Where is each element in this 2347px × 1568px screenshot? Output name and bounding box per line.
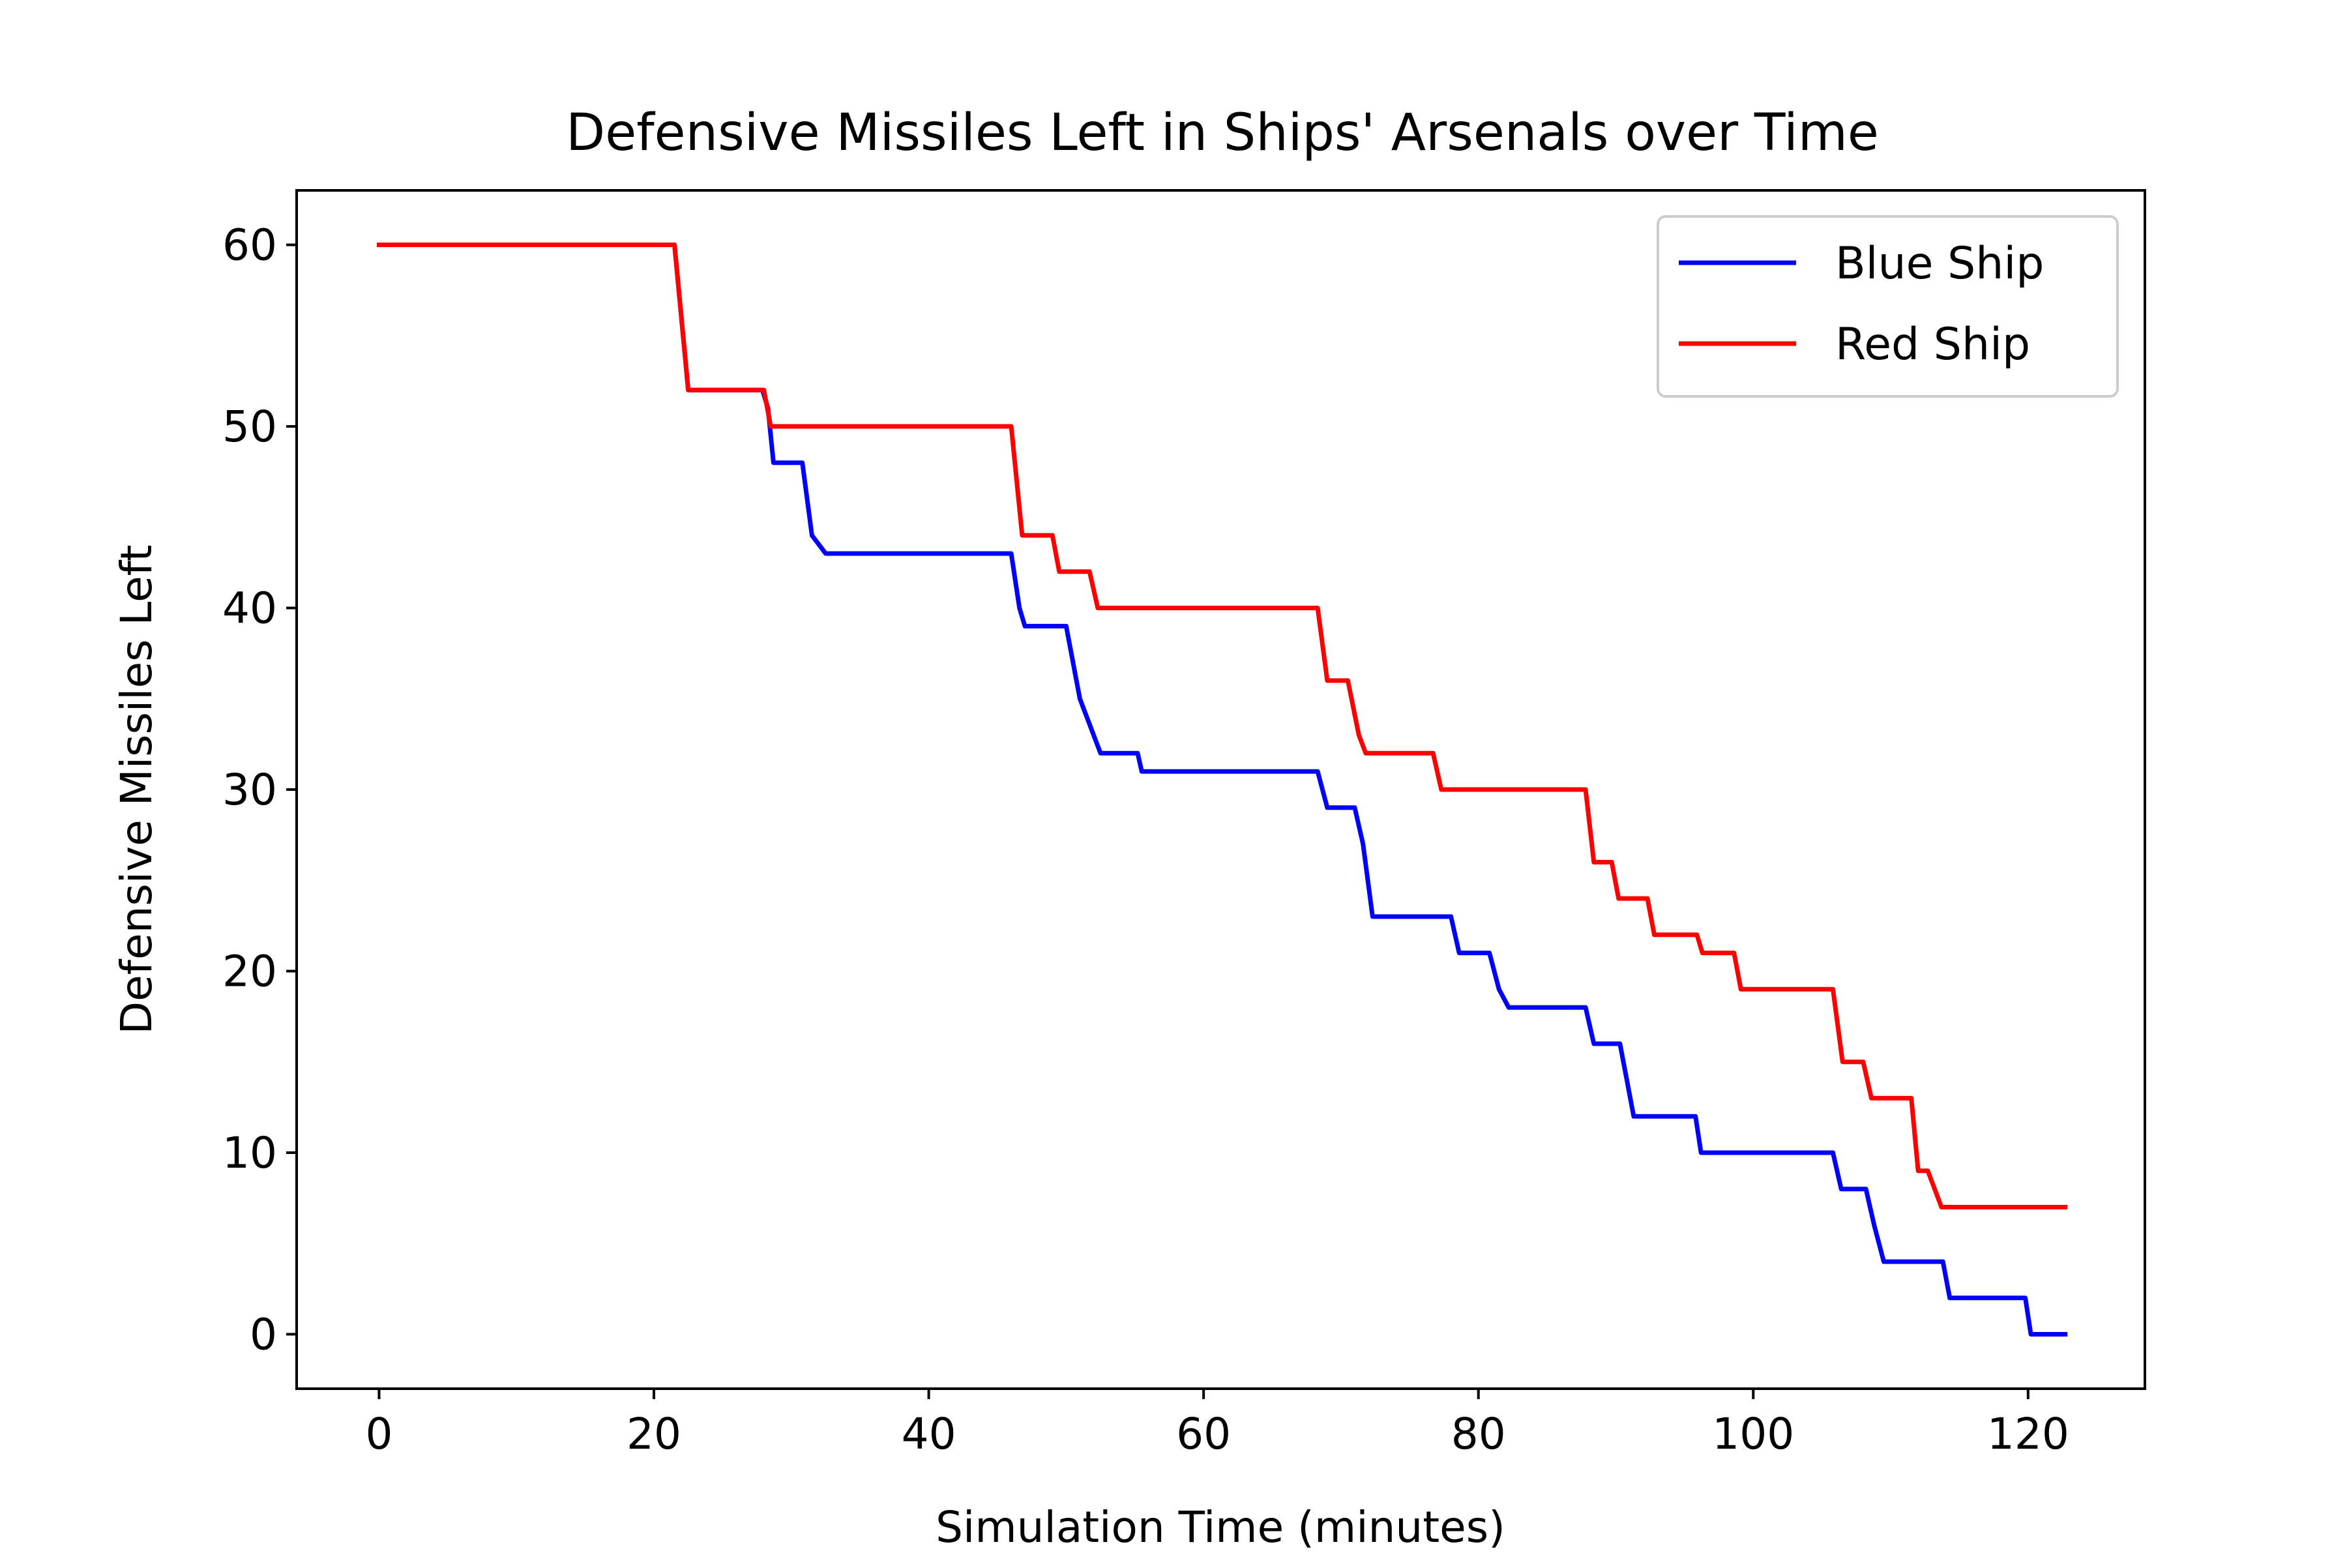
x-tick-label: 40 (902, 1409, 956, 1459)
x-tick-label: 80 (1451, 1409, 1506, 1459)
x-tick-label: 60 (1176, 1409, 1231, 1459)
y-tick-label: 50 (222, 402, 277, 452)
legend-label-red-ship: Red Ship (1835, 319, 2030, 370)
x-tick-label: 0 (365, 1409, 392, 1459)
x-axis: 0 20 40 60 80 100 120 (365, 1389, 2069, 1459)
y-tick-label: 30 (222, 765, 277, 815)
y-tick-label: 0 (250, 1309, 277, 1359)
y-tick-label: 40 (222, 584, 277, 634)
chart-title: Defensive Missiles Left in Ships' Arsena… (566, 104, 1879, 162)
x-axis-label: Simulation Time (minutes) (936, 1502, 1505, 1552)
x-tick-label: 20 (627, 1409, 681, 1459)
x-tick-label: 100 (1712, 1409, 1794, 1459)
y-tick-label: 10 (222, 1128, 277, 1178)
series-line-blue-ship (377, 243, 2068, 1337)
y-axis-label: Defensive Missiles Left (111, 544, 162, 1034)
y-tick-label: 60 (222, 220, 277, 271)
y-axis: 0 10 20 30 40 50 60 (222, 220, 297, 1359)
x-tick-label: 120 (1987, 1409, 2069, 1459)
series-line-red-ship (377, 243, 2068, 1209)
series-layer (377, 243, 2068, 1337)
y-tick-label: 20 (222, 946, 277, 996)
legend: Blue Ship Red Ship (1657, 215, 2119, 398)
legend-label-blue-ship: Blue Ship (1835, 238, 2044, 289)
